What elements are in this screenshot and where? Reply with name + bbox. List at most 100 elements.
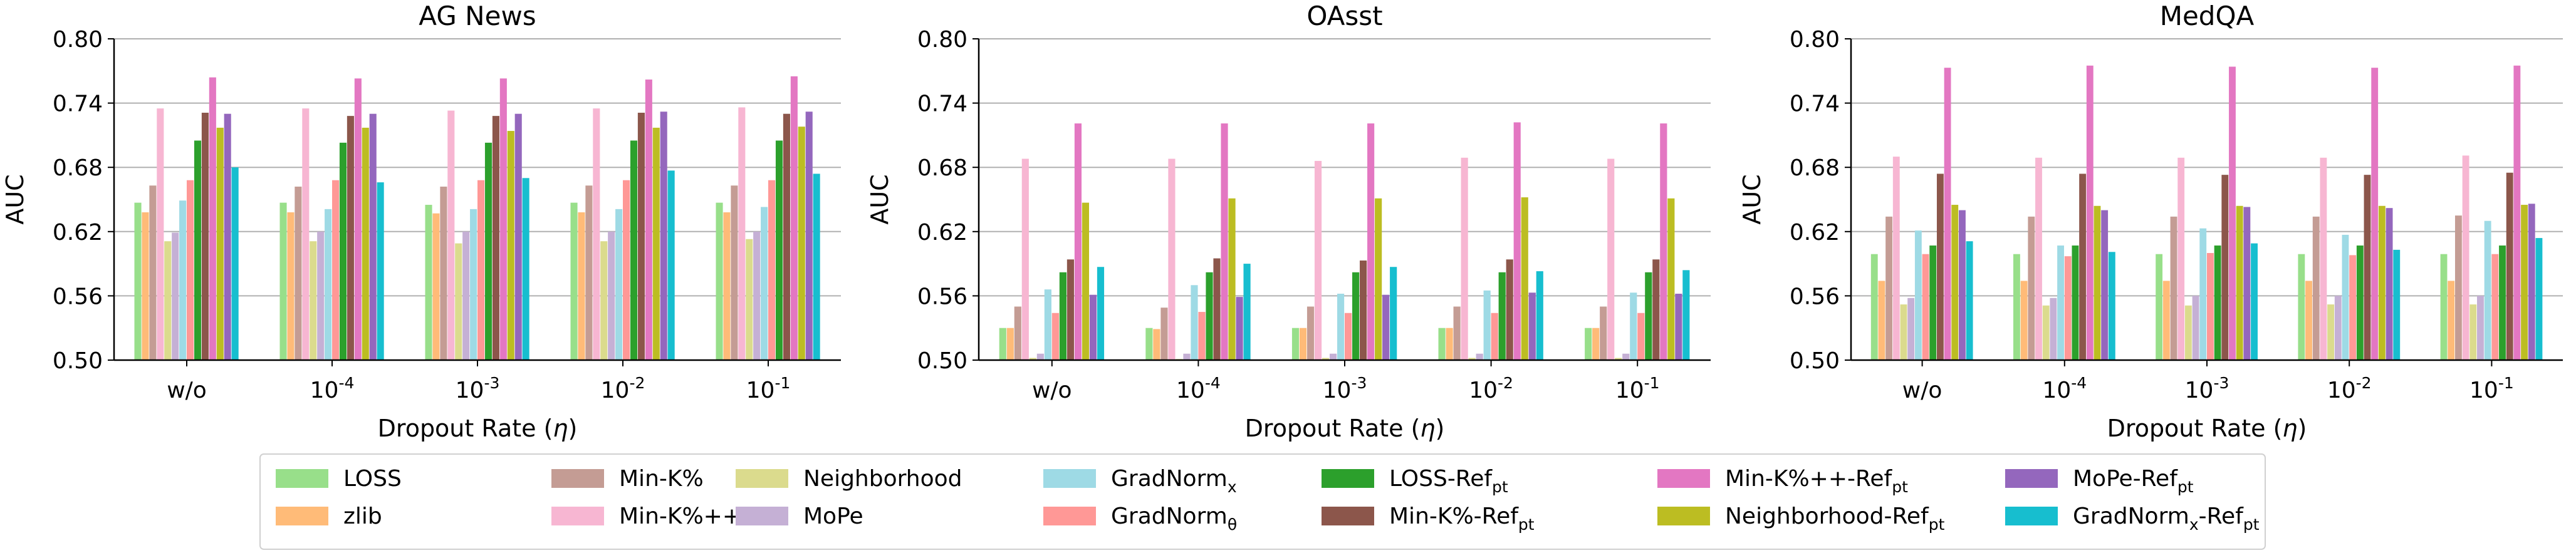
x-axis-label: Dropout Rate (η) [2107, 415, 2307, 442]
bar [2477, 296, 2484, 360]
bar [1345, 313, 1352, 360]
bar [492, 116, 499, 360]
bar [667, 170, 675, 360]
y-axis-label: AUC [866, 174, 894, 224]
bar [1675, 293, 1682, 360]
bar [447, 110, 455, 360]
bar [1153, 329, 1160, 360]
bar [2528, 204, 2535, 360]
bar [1299, 328, 1307, 360]
bar [1521, 197, 1528, 360]
bar [2378, 205, 2386, 360]
bar [2371, 68, 2379, 361]
bar [172, 232, 179, 360]
bar [1929, 245, 1937, 360]
y-tick-label: 0.62 [53, 220, 103, 245]
bar [134, 202, 142, 360]
bar [1483, 290, 1491, 360]
y-tick-label: 0.50 [917, 348, 967, 374]
bar [1074, 123, 1082, 360]
bar [2386, 208, 2393, 360]
bar [295, 186, 302, 360]
legend-label: zlib [343, 504, 382, 529]
legend-label: MoPe [803, 504, 863, 529]
bar [347, 116, 354, 360]
bar [1506, 259, 1513, 360]
bar [2334, 296, 2342, 360]
legend-swatch [736, 507, 788, 525]
bar [2050, 297, 2057, 360]
bar [2064, 256, 2072, 360]
bar [2356, 245, 2364, 360]
bar [1892, 157, 1900, 360]
bar [2170, 216, 2177, 360]
bar [578, 212, 585, 360]
y-tick-label: 0.68 [917, 155, 967, 181]
bar [660, 111, 667, 360]
bar [790, 76, 798, 360]
y-tick-label: 0.74 [917, 91, 967, 117]
bar [507, 131, 514, 360]
bar [753, 231, 761, 360]
bar [440, 186, 447, 360]
bar [369, 113, 377, 360]
y-tick-label: 0.68 [1790, 155, 1840, 181]
bar [2108, 252, 2115, 360]
bar [2342, 234, 2349, 360]
bar [1206, 272, 1213, 360]
bar [1375, 198, 1382, 360]
legend-swatch [1657, 469, 1710, 488]
bar [1145, 328, 1153, 360]
bar [2535, 238, 2543, 360]
chart-title: OAsst [1306, 1, 1382, 31]
y-tick-label: 0.56 [53, 284, 103, 309]
bar [2035, 157, 2042, 360]
bar [279, 202, 287, 360]
bar [1607, 158, 1615, 360]
bar [798, 127, 805, 360]
legend-label: Min-K% [619, 466, 704, 492]
bar [2305, 281, 2312, 360]
bar [1461, 157, 1468, 360]
y-tick-label: 0.80 [53, 27, 103, 53]
y-tick-label: 0.68 [53, 155, 103, 181]
y-tick-label: 0.74 [1790, 91, 1840, 117]
bar [1036, 353, 1044, 360]
bar [623, 180, 630, 360]
bar [761, 207, 768, 360]
y-axis-label: AUC [1738, 174, 1766, 224]
legend-swatch [1322, 469, 1374, 488]
bar [1160, 308, 1168, 360]
bar [1491, 313, 1498, 360]
bar [157, 108, 164, 360]
bar [2156, 254, 2163, 360]
bar [2192, 296, 2199, 360]
x-axis-label: Dropout Rate (η) [1245, 415, 1445, 442]
bar [499, 78, 507, 361]
bar [1922, 254, 1929, 360]
legend-label: Neighborhood-Refpt​ [1725, 504, 1945, 534]
x-tick-label: 10-3​ [2185, 374, 2229, 403]
legend-label: Neighborhood [803, 466, 962, 492]
bar [738, 107, 746, 360]
x-tick-label: w/o [1032, 378, 1072, 403]
bar [2251, 243, 2258, 360]
bar [768, 180, 776, 360]
y-axis-label: AUC [1, 174, 29, 224]
bar [2020, 281, 2028, 360]
bar [1592, 328, 1600, 360]
bar [2028, 216, 2035, 360]
legend-swatch [736, 469, 788, 488]
legend-frame [259, 453, 2266, 550]
bar [425, 205, 432, 360]
bar [2221, 175, 2229, 360]
bar [149, 185, 157, 360]
bar [325, 209, 332, 360]
chart-panel-oasst: 0.50 0.56 0.62 0.68 0.74 0.80 w/o 10-4​ 10-3​ 10-… [866, 1, 1711, 442]
x-tick-label: w/o [167, 378, 207, 403]
bar [1476, 353, 1483, 360]
x-tick-label: w/o [1902, 378, 1942, 403]
y-tick-label: 0.80 [917, 27, 967, 53]
bar [1682, 270, 1690, 360]
x-tick-label: 10-1​ [2469, 374, 2514, 403]
